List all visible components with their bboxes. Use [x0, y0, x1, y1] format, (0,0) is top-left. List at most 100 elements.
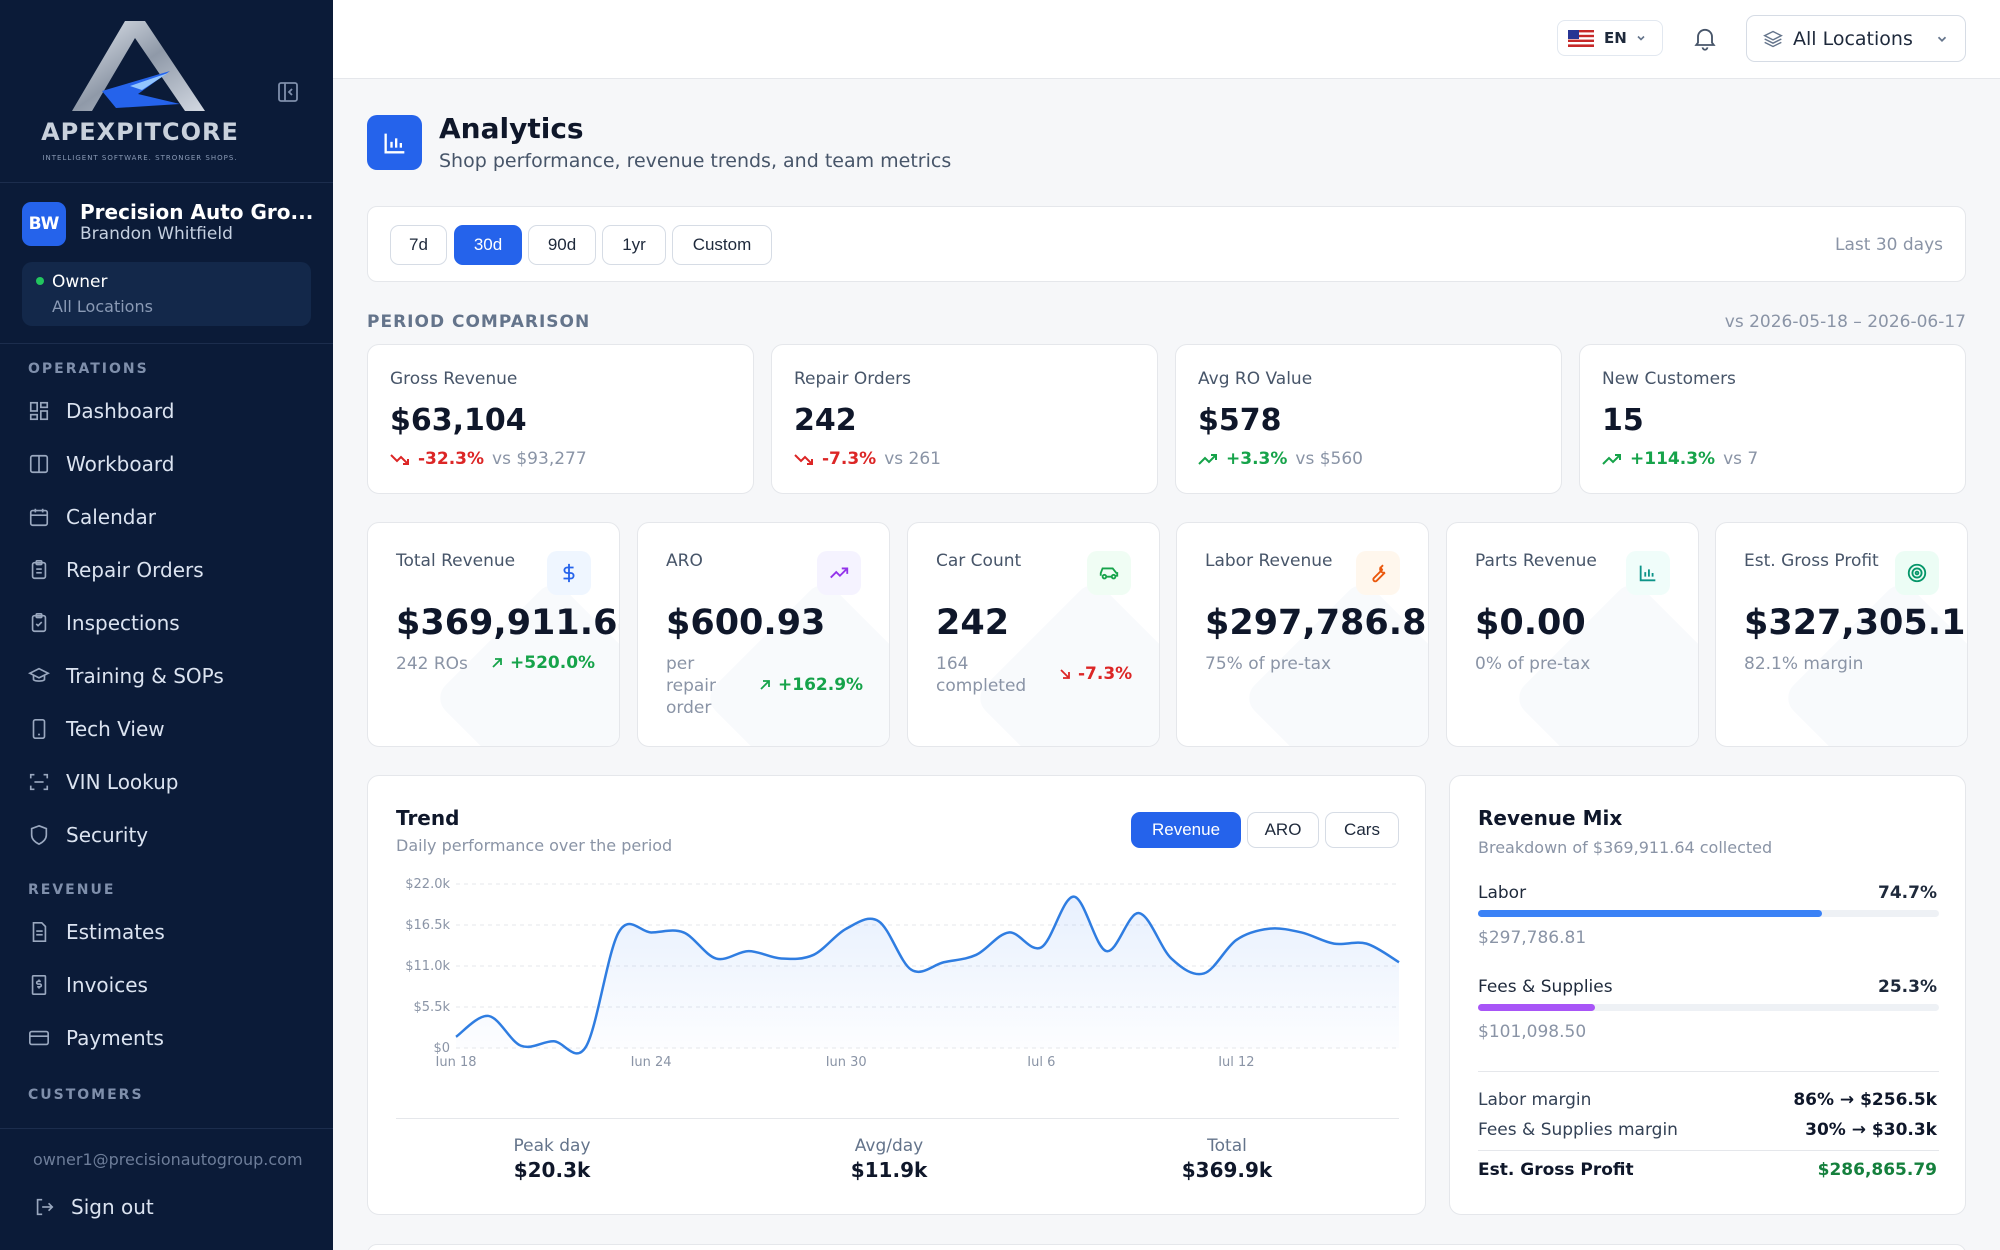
sign-out-button[interactable]: Sign out [33, 1190, 154, 1224]
sidebar-item-workboard[interactable]: Workboard [28, 444, 308, 484]
kpi-value: 242 [936, 603, 1010, 643]
sidebar-item-dashboard[interactable]: Dashboard [28, 391, 308, 431]
period-7d-button[interactable]: 7d [390, 225, 447, 265]
stat-peak-day: Peak day $20.3k [452, 1136, 652, 1182]
sidebar-item-inspections[interactable]: Inspections [28, 603, 308, 643]
period-1yr-button[interactable]: 1yr [602, 225, 666, 265]
tab-revenue[interactable]: Revenue [1131, 812, 1241, 848]
tab-cars[interactable]: Cars [1325, 812, 1399, 848]
mix-label-labor: Labor [1478, 883, 1527, 903]
sidebar-item-label: Repair Orders [66, 558, 204, 582]
user-email: owner1@precisionautogroup.com [33, 1150, 303, 1169]
mix-pct-fees: 25.3% [1878, 977, 1937, 997]
sidebar-item-calendar[interactable]: Calendar [28, 497, 308, 537]
kpi-value: $369,911.64 [396, 603, 620, 643]
period-30d-button[interactable]: 30d [454, 225, 522, 265]
revenue-area [456, 896, 1399, 1054]
period-selector: 7d 30d 90d 1yr Custom Last 30 days [367, 206, 1966, 282]
trending-down-icon [390, 454, 409, 465]
comparison-delta: +3.3% vs $560 [1198, 449, 1363, 469]
period-custom-button[interactable]: Custom [672, 225, 772, 265]
revenue-line [455, 895, 1400, 1055]
sidebar-item-label: Security [66, 823, 149, 847]
mix-label-fees: Fees & Supplies [1478, 977, 1613, 997]
comparison-vs: vs 7 [1723, 449, 1759, 469]
page-subtitle: Shop performance, revenue trends, and te… [439, 150, 952, 172]
mix-amount-labor: $297,786.81 [1478, 928, 1587, 948]
sidebar-item-label: Inspections [66, 611, 180, 635]
labor-margin-label: Labor margin [1478, 1090, 1592, 1110]
labor-margin-value: 86% → $256.5k [1793, 1090, 1937, 1110]
kpi-card-car-count: Car Count 242 164 completed -7.3% [907, 522, 1160, 747]
period-label: Last 30 days [1835, 235, 1943, 255]
kpi-label: Est. Gross Profit [1744, 551, 1879, 571]
x-tick-label: Jun 18 [435, 1055, 477, 1066]
sidebar-item-training[interactable]: Training & SOPs [28, 656, 308, 696]
columns-icon [29, 454, 49, 474]
mix-bar-labor [1478, 910, 1939, 917]
comparison-card-avg-ro-value: Avg RO Value $578 +3.3% vs $560 [1175, 344, 1562, 494]
kpi-label: Total Revenue [396, 551, 516, 571]
y-tick-label: $16.5k [405, 918, 450, 933]
comparison-delta-pct: +3.3% [1226, 449, 1288, 469]
status-dot-icon [36, 277, 44, 285]
sidebar-item-label: Training & SOPs [66, 664, 224, 688]
trending-up-icon [1198, 454, 1217, 465]
sidebar-item-label: Workboard [66, 452, 175, 476]
layers-icon [1763, 30, 1783, 47]
trending-up-icon [817, 551, 861, 595]
calendar-icon [29, 508, 49, 527]
trend-subtitle: Daily performance over the period [396, 836, 673, 855]
topbar: EN All Locations [333, 0, 2000, 79]
tab-aro[interactable]: ARO [1247, 812, 1319, 848]
comparison-card-new-customers: New Customers 15 +114.3% vs 7 [1579, 344, 1966, 494]
comparison-vs: vs 261 [884, 449, 941, 469]
gross-profit-value: $286,865.79 [1817, 1160, 1937, 1180]
sidebar-item-repair-orders[interactable]: Repair Orders [28, 550, 308, 590]
trend-chart[interactable]: $0 $5.5k $11.0k $16.5k $22.0k Jun 18 Jun 24 Ju… [396, 876, 1401, 1066]
brand-logo[interactable]: APEXPITCORE INTELLIGENT SOFTWARE. STRONG… [20, 16, 260, 166]
sidebar-item-vin-lookup[interactable]: VIN Lookup [28, 762, 308, 802]
kpi-delta-pct: -7.3% [1078, 664, 1133, 684]
location-select[interactable]: All Locations [1746, 15, 1966, 62]
sidebar-item-label: Estimates [66, 920, 165, 944]
comparison-label: Repair Orders [794, 369, 911, 389]
kpi-card-aro: ARO $600.93 per repair order +162.9% [637, 522, 890, 747]
language-label: EN [1604, 29, 1627, 47]
logo-wordmark: APEXPITCORE [41, 118, 239, 146]
sidebar-item-tech-view[interactable]: Tech View [28, 709, 308, 749]
comparison-value: $578 [1198, 403, 1282, 438]
notifications-bell-icon[interactable] [1691, 24, 1719, 52]
fees-margin-label: Fees & Supplies margin [1478, 1120, 1678, 1140]
comparison-value: $63,104 [390, 403, 527, 438]
sidebar-item-security[interactable]: Security [28, 815, 308, 855]
comparison-value: 15 [1602, 403, 1644, 438]
stat-label: Total [1207, 1136, 1247, 1156]
comparison-label: Avg RO Value [1198, 369, 1313, 389]
sidebar-item-estimates[interactable]: Estimates [28, 912, 308, 952]
kpi-sub: per repair order [666, 654, 716, 718]
period-comparison-range: vs 2026-05-18 – 2026-06-17 [1724, 312, 1966, 332]
language-select[interactable]: EN [1557, 20, 1663, 56]
collapse-sidebar-icon[interactable] [276, 80, 300, 104]
sidebar-item-label: Tech View [66, 717, 165, 741]
sidebar-item-label: Dashboard [66, 399, 175, 423]
period-90d-button[interactable]: 90d [528, 225, 596, 265]
clipboard-icon [31, 560, 47, 580]
sidebar-item-invoices[interactable]: Invoices [28, 965, 308, 1005]
org-avatar: BW [22, 202, 66, 246]
mix-bar-fill [1478, 1004, 1595, 1011]
sidebar-item-payments[interactable]: Payments [28, 1018, 308, 1058]
credit-card-icon [29, 1030, 49, 1046]
stat-label: Avg/day [854, 1136, 924, 1156]
kpi-label: Car Count [936, 551, 1022, 571]
trending-up-icon [1602, 454, 1621, 465]
sign-out-label: Sign out [71, 1195, 154, 1219]
dollar-icon [547, 551, 591, 595]
mix-pct-labor: 74.7% [1878, 883, 1937, 903]
log-out-icon [36, 1198, 54, 1216]
org-switcher[interactable]: BW Precision Auto Gro... Brandon Whitfie… [22, 200, 322, 250]
page-title: Analytics [439, 112, 584, 145]
sidebar-divider [0, 182, 333, 183]
comparison-vs: vs $93,277 [492, 449, 587, 469]
